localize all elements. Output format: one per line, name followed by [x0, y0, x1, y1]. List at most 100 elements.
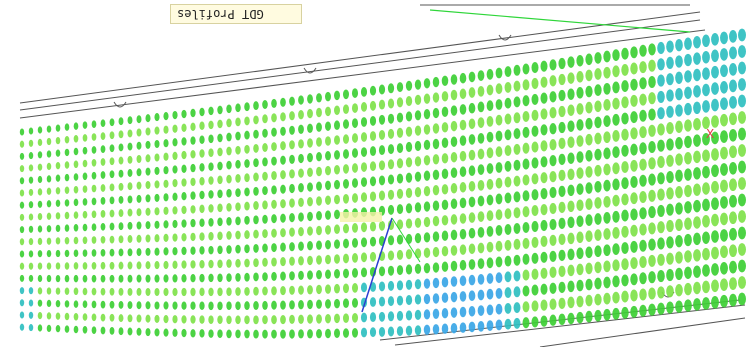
measurement-dot: [46, 162, 52, 171]
measurement-dot: [208, 245, 214, 255]
measurement-dot: [118, 130, 124, 139]
measurement-dot: [603, 82, 611, 95]
measurement-dot: [549, 107, 557, 119]
measurement-dot: [603, 66, 611, 79]
measurement-dot: [531, 300, 539, 312]
measurement-dot: [675, 300, 683, 313]
measurement-dot: [468, 290, 476, 302]
measurement-dot: [325, 165, 331, 176]
measurement-dot: [253, 201, 259, 210]
measurement-dot: [325, 225, 331, 235]
measurement-dot: [657, 237, 665, 250]
measurement-dot: [298, 168, 304, 178]
measurement-dot: [414, 125, 422, 136]
measurement-dot: [307, 270, 313, 280]
outline-line: [539, 317, 746, 348]
measurement-dot: [316, 269, 322, 280]
measurement-dot: [46, 187, 52, 195]
measurement-dot: [316, 255, 322, 265]
measurement-dot: [504, 208, 512, 220]
measurement-dot: [684, 250, 692, 263]
measurement-dot: [64, 300, 70, 308]
measurement-dot: [325, 195, 331, 205]
measurement-dot: [486, 304, 494, 316]
measurement-dot: [235, 159, 241, 169]
measurement-dot: [154, 220, 160, 229]
measurement-dot: [621, 63, 629, 76]
measurement-dot: [199, 273, 205, 283]
measurement-dot: [387, 280, 395, 291]
measurement-dot: [396, 143, 404, 154]
measurement-dot: [342, 134, 350, 144]
measurement-dot: [513, 223, 521, 234]
measurement-dot: [226, 160, 232, 170]
measurement-dot: [55, 224, 61, 233]
measurement-dot: [208, 106, 214, 116]
measurement-dot: [244, 187, 250, 197]
measurement-dot: [55, 136, 61, 145]
measurement-dot: [549, 218, 557, 231]
measurement-dot: [334, 120, 340, 130]
measurement-dot: [360, 237, 368, 248]
measurement-dot: [513, 128, 521, 140]
measurement-dot: [37, 175, 43, 184]
measurement-dot: [576, 263, 584, 276]
measurement-dot: [253, 272, 259, 282]
outline-line: [19, 29, 706, 119]
measurement-dot: [244, 116, 250, 126]
measurement-dot: [262, 329, 268, 339]
measurement-dot: [729, 244, 737, 258]
measurement-dot: [289, 213, 295, 223]
measurement-dot: [154, 314, 160, 323]
measurement-dot: [477, 117, 485, 128]
measurement-dot: [244, 130, 250, 140]
measurement-dot: [441, 292, 449, 303]
measurement-dot: [702, 132, 710, 146]
measurement-dot: [576, 87, 584, 99]
measurement-dot: [603, 50, 611, 63]
measurement-dot: [28, 152, 34, 160]
measurement-dot: [289, 140, 295, 150]
measurement-dot: [639, 174, 647, 187]
measurement-dot: [369, 236, 377, 247]
measurement-dot: [558, 185, 566, 198]
measurement-dot: [459, 166, 467, 177]
measurement-dot: [226, 216, 232, 226]
measurement-dot: [127, 327, 133, 336]
measurement-dot: [639, 109, 647, 122]
measurement-dot: [738, 292, 746, 306]
measurement-dot: [396, 188, 404, 199]
measurement-dot: [441, 106, 449, 118]
measurement-dot: [621, 112, 629, 125]
measurement-dot: [298, 153, 304, 164]
measurement-dot: [46, 249, 52, 258]
measurement-dot: [387, 311, 395, 322]
measurement-dot: [639, 288, 647, 301]
measurement-dot: [576, 151, 584, 163]
measurement-dot: [46, 237, 52, 245]
measurement-dot: [369, 115, 377, 126]
measurement-dot: [477, 305, 485, 316]
measurement-dot: [585, 166, 593, 178]
measurement-dot: [513, 286, 521, 298]
measurement-dot: [136, 234, 142, 243]
measurement-dot: [199, 315, 205, 324]
measurement-dot: [414, 187, 422, 198]
measurement-dot: [325, 91, 331, 102]
measurement-dot: [666, 268, 674, 282]
measurement-dot: [513, 270, 521, 282]
measurement-dot: [405, 126, 413, 137]
measurement-dot: [262, 257, 268, 267]
measurement-dot: [423, 216, 431, 228]
measurement-dot: [396, 326, 404, 337]
measurement-dot: [208, 176, 214, 185]
measurement-dot: [46, 212, 52, 220]
measurement-dot: [19, 201, 25, 209]
measurement-dot: [298, 95, 304, 105]
measurement-dot: [19, 274, 25, 282]
measurement-dot: [639, 77, 647, 90]
measurement-dot: [360, 102, 368, 112]
measurement-dot: [405, 295, 413, 306]
